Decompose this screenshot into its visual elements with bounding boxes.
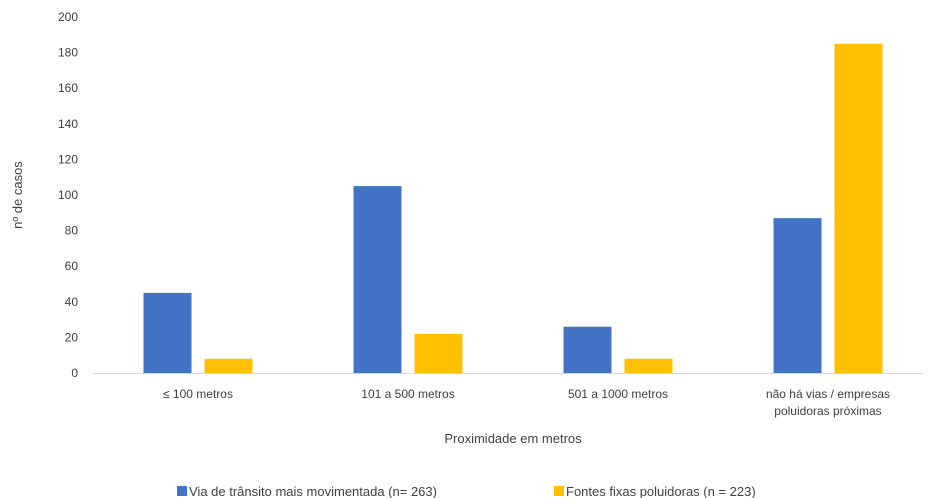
bar-series-1-cat-3 [834,43,883,373]
y-tick-label: 20 [65,330,79,344]
x-tick-label: ≤ 100 metros [163,387,233,401]
x-axis-tick-labels: ≤ 100 metros 101 a 500 metros 501 a 1000 m… [163,387,890,418]
bar-series-0-cat-1 [353,186,402,373]
bars [143,43,883,373]
x-tick-label: não há vias / empresas poluidoras próxima… [766,387,890,418]
legend: Via de trânsito mais movimentada (n= 263… [177,484,756,498]
y-tick-label: 100 [58,188,78,202]
legend-label-fontes-fixas: Fontes fixas poluidoras (n = 223) [566,484,756,498]
bar-series-0-cat-0 [143,292,192,373]
y-tick-label: 40 [65,295,79,309]
y-tick-label: 120 [58,152,78,166]
bar-series-1-cat-0 [204,358,253,373]
bar-series-0-cat-3 [773,218,822,373]
y-tick-label: 0 [71,366,78,380]
bar-series-0-cat-2 [563,326,612,373]
y-tick-label: 140 [58,117,78,131]
y-tick-label: 60 [65,259,79,273]
y-tick-label: 160 [58,81,78,95]
legend-swatch-fontes-fixas [554,486,564,496]
bar-series-1-cat-2 [624,358,673,373]
y-axis-ticks: 0 20 40 60 80 100 120 140 160 180 200 [58,10,78,380]
y-tick-label: 200 [58,10,78,24]
legend-label-via-transito: Via de trânsito mais movimentada (n= 263… [189,484,437,498]
x-axis-title: Proximidade em metros [444,431,582,446]
x-tick-label: 101 a 500 metros [361,387,454,401]
y-axis-title: nº de casos [10,161,25,229]
x-tick-label: 501 a 1000 metros [568,387,668,401]
legend-swatch-via-transito [177,486,187,496]
y-tick-label: 180 [58,46,78,60]
y-tick-label: 80 [65,224,79,238]
bar-series-1-cat-1 [414,333,463,373]
